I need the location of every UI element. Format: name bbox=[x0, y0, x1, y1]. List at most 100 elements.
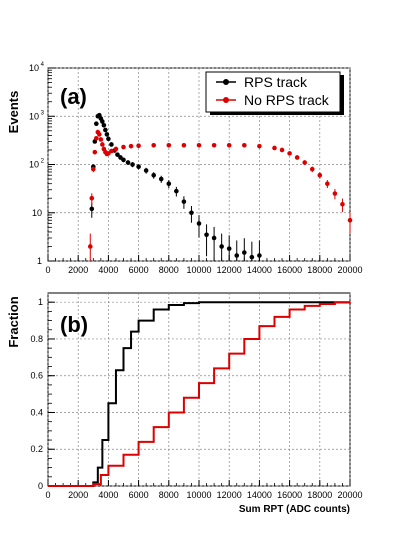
data-point bbox=[340, 201, 345, 207]
data-point bbox=[181, 142, 187, 148]
data-point bbox=[279, 147, 285, 153]
data-point bbox=[249, 254, 255, 260]
data-point bbox=[181, 199, 187, 204]
data-point bbox=[287, 151, 292, 156]
data-point bbox=[347, 217, 353, 223]
data-point bbox=[226, 246, 232, 251]
data-point bbox=[100, 119, 105, 124]
data-point bbox=[151, 172, 156, 178]
data-point bbox=[196, 142, 202, 148]
data-point bbox=[302, 160, 308, 165]
panel-a-label: (a) bbox=[60, 84, 87, 109]
data-point bbox=[219, 244, 224, 249]
x-tick-label: 8000 bbox=[159, 265, 179, 275]
y-tick-label: 1 bbox=[37, 256, 42, 266]
data-point bbox=[121, 144, 126, 150]
legend-box bbox=[205, 71, 341, 113]
y-tick-label: 0.6 bbox=[30, 371, 43, 381]
panel-b-label: (b) bbox=[60, 312, 88, 337]
x-tick-label: 20000 bbox=[337, 265, 362, 275]
data-point bbox=[89, 195, 95, 201]
data-point bbox=[101, 122, 107, 128]
data-point bbox=[158, 176, 164, 182]
series-line bbox=[48, 301, 351, 487]
x-tick-label: 0 bbox=[45, 265, 50, 275]
y-tick-label: 10 bbox=[29, 63, 39, 73]
data-point bbox=[94, 135, 99, 141]
x-tick-label: 10000 bbox=[186, 265, 211, 275]
legend: RPS track No RPS track bbox=[205, 71, 344, 115]
data-point bbox=[309, 166, 315, 172]
x-tick-label: 6000 bbox=[129, 490, 149, 500]
x-tick-label: 4000 bbox=[98, 265, 118, 275]
data-point bbox=[257, 253, 262, 258]
panel-a-data bbox=[87, 112, 353, 261]
data-point bbox=[143, 168, 149, 173]
x-tick-label: 10000 bbox=[186, 490, 211, 500]
data-point bbox=[91, 166, 96, 172]
y-tick-label: 0 bbox=[38, 481, 43, 491]
x-tick-label: 6000 bbox=[129, 265, 149, 275]
data-point bbox=[317, 172, 323, 178]
data-point bbox=[226, 142, 232, 148]
data-point bbox=[97, 132, 102, 137]
x-tick-label: 8000 bbox=[159, 490, 179, 500]
data-point bbox=[325, 181, 330, 187]
data-point bbox=[257, 143, 262, 149]
x-tick-label: 0 bbox=[45, 490, 50, 500]
x-tick-label: 16000 bbox=[277, 265, 302, 275]
data-point bbox=[98, 137, 104, 142]
data-point bbox=[100, 142, 105, 147]
data-point bbox=[136, 164, 141, 170]
y-tick-label: 0.2 bbox=[30, 444, 43, 454]
y-tick-label: 10 bbox=[29, 160, 39, 170]
data-point bbox=[103, 127, 108, 133]
data-point bbox=[94, 121, 99, 127]
data-point bbox=[104, 132, 110, 137]
x-tick-label: 2000 bbox=[68, 265, 88, 275]
data-point bbox=[89, 206, 95, 212]
data-point bbox=[92, 149, 98, 155]
panel-a-plot: 0 2000 4000 6000 8000 10000 12000 14000 16000 180… bbox=[6, 62, 363, 275]
data-point bbox=[174, 188, 179, 194]
data-point bbox=[109, 148, 114, 154]
y-tick-label: 1 bbox=[38, 297, 43, 307]
x-tick-label: 20000 bbox=[337, 490, 362, 500]
data-point bbox=[87, 244, 93, 249]
y-tick-label: 0.8 bbox=[30, 334, 43, 344]
panel-a-y-axis-label: Events bbox=[6, 91, 21, 134]
x-tick-label: 14000 bbox=[247, 265, 272, 275]
panel-b-ticks: 0 2000 4000 6000 8000 10000 12000 14000 16000 180… bbox=[30, 297, 362, 500]
y-tick-label: 0.4 bbox=[30, 407, 43, 417]
data-point bbox=[272, 145, 277, 151]
data-point bbox=[125, 160, 131, 165]
legend-norps-marker bbox=[223, 97, 229, 103]
data-point bbox=[211, 235, 217, 241]
x-tick-label: 12000 bbox=[217, 490, 242, 500]
x-tick-label: 14000 bbox=[247, 490, 272, 500]
y-tick-exponent: 4 bbox=[41, 62, 45, 68]
data-point bbox=[211, 142, 217, 148]
data-point bbox=[128, 143, 134, 149]
data-point bbox=[242, 250, 247, 255]
y-tick-exponent: 3 bbox=[41, 110, 45, 116]
panel-b-y-axis-label: Fraction bbox=[6, 296, 21, 347]
x-tick-label: 16000 bbox=[277, 490, 302, 500]
series-line bbox=[48, 301, 350, 487]
data-point bbox=[166, 181, 172, 187]
y-tick-label: 10 bbox=[32, 208, 42, 218]
x-tick-label: 4000 bbox=[98, 490, 118, 500]
data-point bbox=[151, 142, 156, 148]
data-point bbox=[130, 162, 135, 167]
data-point bbox=[234, 253, 240, 258]
data-point bbox=[294, 155, 300, 160]
panel-a-ticks: 0 2000 4000 6000 8000 10000 12000 14000 16000 180… bbox=[29, 62, 363, 275]
data-point bbox=[113, 146, 119, 152]
x-tick-label: 18000 bbox=[307, 265, 332, 275]
data-point bbox=[332, 191, 338, 196]
data-point bbox=[121, 157, 126, 163]
x-tick-label: 12000 bbox=[217, 265, 242, 275]
data-point bbox=[242, 142, 247, 148]
x-tick-label: 2000 bbox=[68, 490, 88, 500]
